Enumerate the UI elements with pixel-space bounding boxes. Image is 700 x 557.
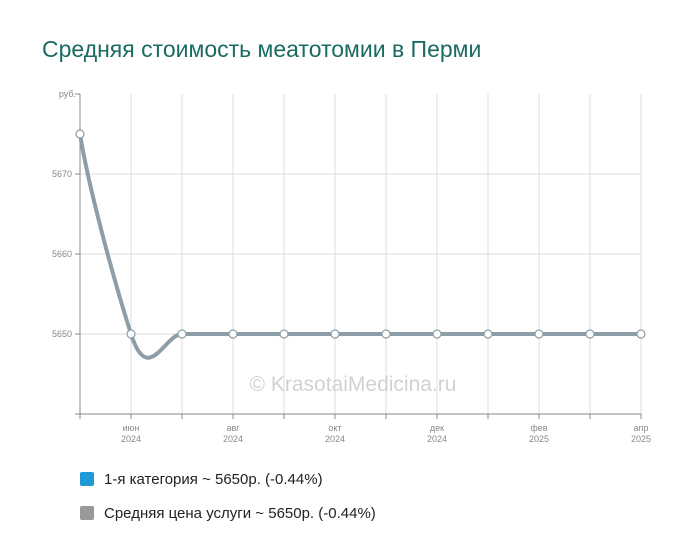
data-point bbox=[330, 329, 340, 339]
y-tick-label: 5670 bbox=[52, 169, 72, 179]
legend-label-average: Средняя цена услуги ~ 5650р. (-0.44%) bbox=[104, 504, 376, 522]
legend-swatch-average bbox=[80, 506, 94, 520]
x-tick-label-year: 2024 bbox=[121, 434, 141, 444]
x-tick-label-year: 2024 bbox=[325, 434, 345, 444]
data-point bbox=[75, 129, 85, 139]
data-point bbox=[126, 329, 136, 339]
x-tick-label: апр bbox=[634, 423, 649, 433]
x-tick-label-year: 2025 bbox=[631, 434, 651, 444]
series-layer bbox=[78, 132, 643, 360]
watermark: © KrasotaiMedicina.ru bbox=[250, 373, 457, 396]
y-tick-label: 5650 bbox=[52, 329, 72, 339]
data-point bbox=[483, 329, 493, 339]
y-axis-labels: руб. 5650 5660 5670 bbox=[52, 89, 76, 339]
legend-item-category: 1-я категория ~ 5650р. (-0.44%) bbox=[80, 462, 376, 496]
data-points bbox=[75, 129, 646, 339]
y-axis-unit: руб. bbox=[59, 89, 76, 99]
data-point bbox=[585, 329, 595, 339]
legend-label-category: 1-я категория ~ 5650р. (-0.44%) bbox=[104, 470, 323, 488]
legend-item-average: Средняя цена услуги ~ 5650р. (-0.44%) bbox=[80, 496, 376, 530]
x-tick-label: июн bbox=[123, 423, 140, 433]
x-tick-label: фев bbox=[530, 423, 547, 433]
data-point bbox=[432, 329, 442, 339]
grid-lines bbox=[80, 94, 642, 414]
legend-swatch-category bbox=[80, 472, 94, 486]
chart-title: Средняя стоимость меатотомии в Перми bbox=[42, 36, 482, 62]
x-tick-label-year: 2025 bbox=[529, 434, 549, 444]
data-point bbox=[636, 329, 646, 339]
x-tick-label-year: 2024 bbox=[427, 434, 447, 444]
data-point bbox=[228, 329, 238, 339]
axes bbox=[75, 93, 642, 419]
x-axis-labels: июн2024авг2024окт2024дек2024фев2025апр20… bbox=[121, 423, 651, 444]
data-point bbox=[381, 329, 391, 339]
x-tick-label: дек bbox=[430, 423, 444, 433]
data-point bbox=[177, 329, 187, 339]
legend: 1-я категория ~ 5650р. (-0.44%) Средняя … bbox=[80, 462, 376, 530]
data-point bbox=[279, 329, 289, 339]
x-tick-label: окт bbox=[328, 423, 341, 433]
y-tick-label: 5660 bbox=[52, 249, 72, 259]
x-tick-label-year: 2024 bbox=[223, 434, 243, 444]
series-line bbox=[78, 132, 643, 360]
data-point bbox=[534, 329, 544, 339]
x-tick-label: авг bbox=[226, 423, 240, 433]
